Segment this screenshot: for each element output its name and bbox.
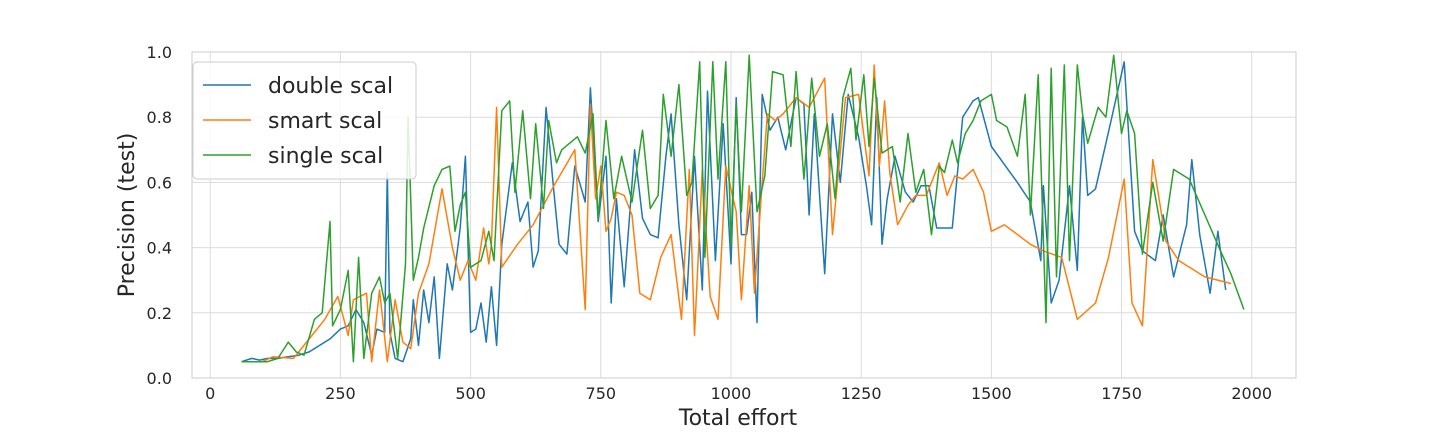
y-tick-label: 0.2 <box>147 304 172 323</box>
x-tick-label: 250 <box>325 384 356 403</box>
x-tick-label: 2000 <box>1231 384 1272 403</box>
x-tick-label: 1500 <box>971 384 1012 403</box>
x-tick-label: 1250 <box>841 384 882 403</box>
legend-label-smart-scal: smart scal <box>268 109 382 134</box>
y-tick-label: 1.0 <box>147 43 172 62</box>
legend: double scal smart scal single scal <box>192 61 417 180</box>
y-tick-labels: 0.0 0.2 0.4 0.6 0.8 1.0 <box>147 43 172 388</box>
x-tick-label: 1750 <box>1101 384 1142 403</box>
x-axis-label: Total effort <box>678 406 798 431</box>
y-tick-label: 0.6 <box>147 173 172 192</box>
legend-label-double-scal: double scal <box>268 74 393 99</box>
x-tick-label: 500 <box>455 384 486 403</box>
x-tick-label: 0 <box>205 384 215 403</box>
x-tick-label: 750 <box>586 384 617 403</box>
y-tick-label: 0.8 <box>147 108 172 127</box>
legend-label-single-scal: single scal <box>268 144 383 169</box>
y-tick-label: 0.4 <box>147 239 172 258</box>
x-tick-labels: 0 250 500 750 1000 1250 1500 1750 2000 <box>205 384 1272 403</box>
y-axis-label: Precision (test) <box>115 133 140 298</box>
x-tick-label: 1000 <box>711 384 752 403</box>
y-tick-label: 0.0 <box>147 369 172 388</box>
series-line-double-scal <box>241 61 1227 363</box>
legend-box <box>192 61 417 180</box>
plot-frame <box>191 51 1297 379</box>
